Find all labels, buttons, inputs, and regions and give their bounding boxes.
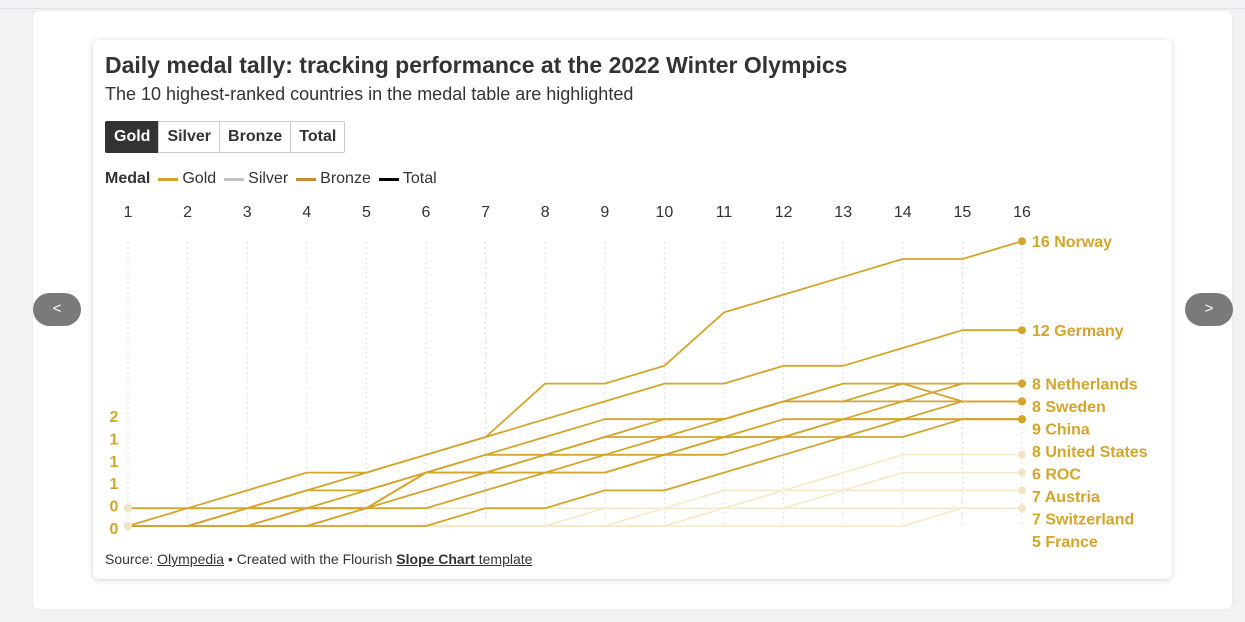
legend-label-total: Total <box>402 170 437 187</box>
start-label: 1 <box>110 454 119 471</box>
next-button[interactable]: > <box>1185 293 1233 326</box>
start-label: 1 <box>110 476 119 493</box>
start-label: 0 <box>110 499 119 516</box>
start-dot-other[interactable] <box>124 504 132 513</box>
x-tick-label: 13 <box>834 204 852 221</box>
start-label: 2 <box>110 409 119 426</box>
end-label: 6 ROC <box>1032 467 1081 484</box>
template-suffix[interactable]: template <box>474 551 533 567</box>
legend-item-silver[interactable]: Silver <box>224 170 288 188</box>
start-label: 1 <box>110 431 119 448</box>
end-label: 7 Switzerland <box>1032 512 1134 529</box>
x-tick-label: 7 <box>481 204 490 221</box>
end-dot-other[interactable] <box>1018 486 1026 495</box>
end-label: 8 Sweden <box>1032 399 1106 416</box>
start-label: 0 <box>110 521 119 538</box>
start-dot-other[interactable] <box>124 522 132 530</box>
legend-item-bronze[interactable]: Bronze <box>296 170 371 188</box>
series-line-france[interactable] <box>128 418 1022 527</box>
medal-type-tabs: Gold Silver Bronze Total <box>105 121 346 153</box>
end-dot-norway[interactable] <box>1018 237 1026 246</box>
legend-swatch-bronze <box>296 177 317 181</box>
end-label: 9 China <box>1032 422 1090 439</box>
end-dot-germany[interactable] <box>1018 326 1026 335</box>
chart-title: Daily medal tally: tracking performance … <box>105 52 848 78</box>
end-label: 12 Germany <box>1032 323 1124 340</box>
source-note: Source: Olympedia • Created with the Flo… <box>105 551 532 567</box>
end-label: 5 France <box>1032 534 1098 551</box>
tab-bronze[interactable]: Bronze <box>219 121 292 153</box>
source-middle: • Created with the Flourish <box>224 551 397 567</box>
x-tick-label: 1 <box>124 204 133 221</box>
chart-subtitle: The 10 highest-ranked countries in the m… <box>105 84 634 104</box>
top-divider <box>0 8 1245 9</box>
series-line-norway[interactable] <box>127 240 1023 527</box>
source-prefix: Source: <box>105 551 158 567</box>
end-dot-sweden[interactable] <box>1018 379 1026 388</box>
end-label: 8 Netherlands <box>1032 377 1138 394</box>
legend-item-total[interactable]: Total <box>378 170 437 188</box>
legend-swatch-gold <box>158 177 179 181</box>
end-dot-other[interactable] <box>1018 504 1026 513</box>
legend-label-gold: Gold <box>182 170 217 187</box>
legend-swatch-total <box>378 177 399 181</box>
series-line-sweden[interactable] <box>128 382 1022 527</box>
x-tick-label: 9 <box>600 204 609 221</box>
end-dot-france[interactable] <box>1018 415 1026 424</box>
prev-button[interactable]: < <box>33 293 81 326</box>
x-tick-label: 2 <box>183 204 192 221</box>
end-label: 8 United States <box>1032 444 1148 461</box>
tab-silver[interactable]: Silver <box>158 121 221 153</box>
end-label: 16 Norway <box>1032 234 1112 251</box>
tab-gold[interactable]: Gold <box>105 121 160 153</box>
legend-item-gold[interactable]: Gold <box>158 170 216 188</box>
x-tick-label: 14 <box>894 204 912 221</box>
x-tick-label: 10 <box>656 204 674 221</box>
x-tick-label: 15 <box>954 204 972 221</box>
source-link[interactable]: Olympedia <box>157 551 225 567</box>
x-tick-label: 8 <box>541 204 550 221</box>
series-line-roc[interactable] <box>128 400 1022 527</box>
legend: Medal Gold Silver Bronze Total <box>105 170 445 188</box>
template-link[interactable]: Slope Chart <box>396 551 475 567</box>
legend-swatch-silver <box>224 177 245 181</box>
end-dot-other[interactable] <box>1018 450 1026 459</box>
end-label: 7 Austria <box>1032 489 1100 506</box>
chart-card: 1 2 3 4 5 6 7 8 9 10 11 12 13 14 15 16 16 Norway 12 Germa… <box>93 40 1172 579</box>
legend-title: Medal <box>105 170 151 187</box>
x-tick-label: 5 <box>362 204 371 221</box>
x-tick-label: 11 <box>716 204 733 221</box>
x-tick-label: 6 <box>422 204 431 221</box>
legend-label-silver: Silver <box>248 170 289 187</box>
x-tick-label: 16 <box>1013 204 1031 221</box>
x-tick-label: 12 <box>775 204 793 221</box>
x-tick-label: 4 <box>302 204 311 221</box>
end-dot-other[interactable] <box>1018 468 1026 477</box>
end-dot-roc[interactable] <box>1018 397 1026 406</box>
x-tick-label: 3 <box>243 204 252 221</box>
legend-label-bronze: Bronze <box>320 170 371 187</box>
tab-total[interactable]: Total <box>290 121 346 153</box>
